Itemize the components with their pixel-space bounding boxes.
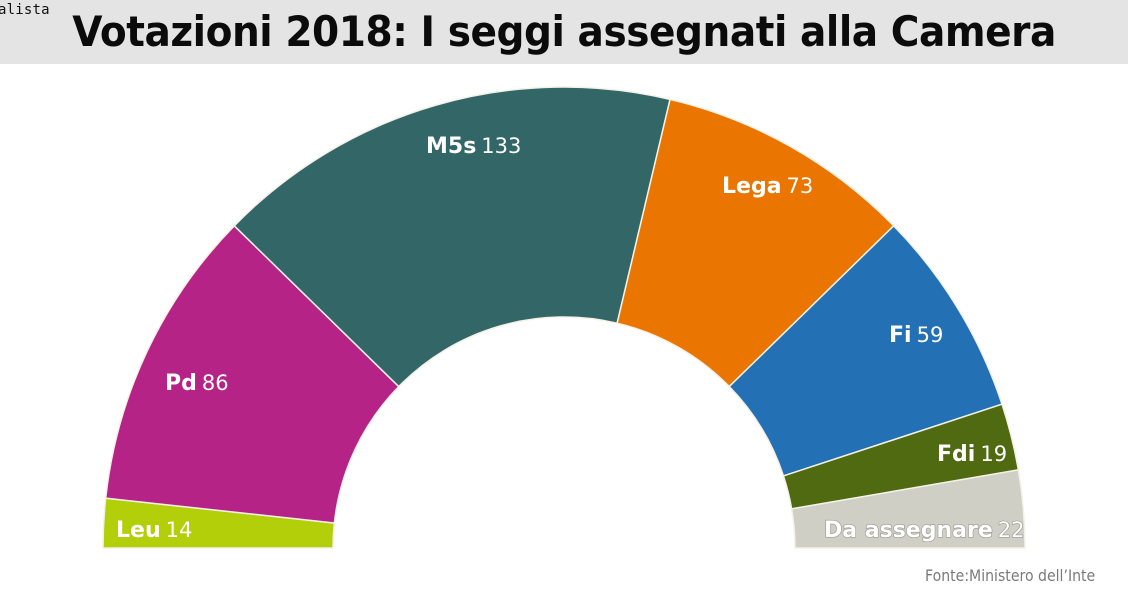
label-fi: Fi 59: [889, 323, 943, 348]
label-da-assegnare: Da assegnare 22: [824, 518, 1024, 543]
label-m5s: M5s 133: [426, 134, 521, 159]
segment-da-assegnare: [790, 469, 1026, 549]
corner-tag: alista: [0, 2, 50, 18]
label-fdi: Fdi 19: [937, 442, 1007, 467]
label-pd: Pd 86: [165, 371, 229, 396]
source-note: Fonte:Ministero dell’Inte: [925, 566, 1096, 585]
title-banner: alista Votazioni 2018: I seggi assegnati…: [0, 0, 1128, 64]
chart-segments: [102, 86, 1026, 549]
label-lega: Lega 73: [722, 174, 813, 199]
segment-m5s: [233, 86, 671, 388]
label-leu: Leu 14: [116, 518, 192, 543]
segment-pd: [104, 224, 400, 524]
chart-title: Votazioni 2018: I seggi assegnati alla C…: [72, 7, 1056, 56]
chart-labels: Leu 14 Pd 86 M5s 133 Lega 73 Fi 59 Fdi 19 Da a…: [116, 134, 1025, 544]
